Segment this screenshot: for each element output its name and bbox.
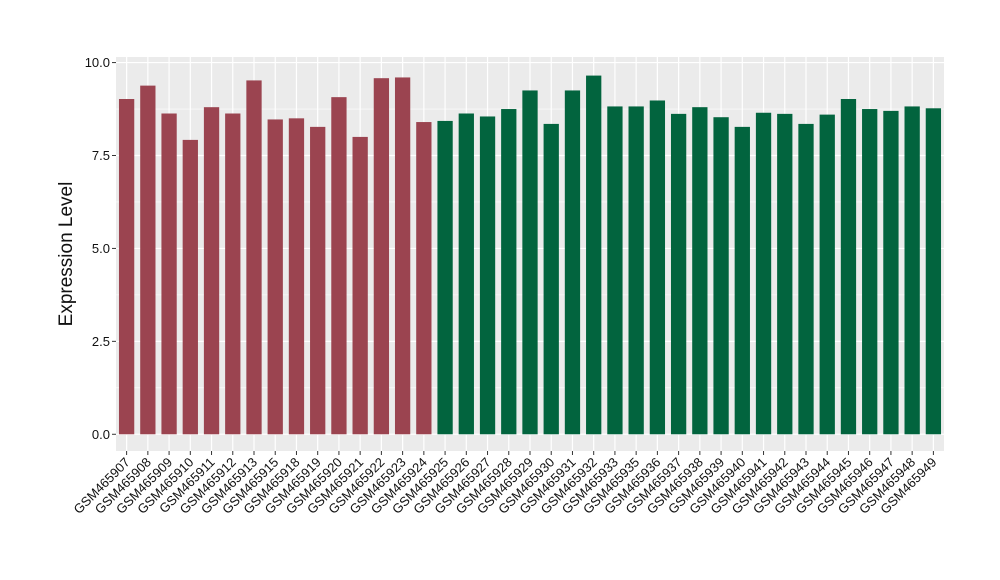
bars [118,75,942,435]
bar [331,97,347,435]
bar [288,118,305,435]
bar [586,75,602,435]
bar [225,113,241,435]
bar [352,136,368,435]
bar [310,126,326,435]
bar [862,109,878,435]
y-tick-label: 0.0 [92,427,110,442]
bar [161,113,177,435]
bar [904,106,920,435]
bar [607,106,623,435]
bar [734,126,750,435]
bar [458,113,474,435]
bar [543,123,559,435]
bar [416,122,432,435]
bar [628,106,644,435]
bar [246,80,262,435]
y-tick-label: 7.5 [92,148,110,163]
bar [267,119,283,435]
bar [777,113,793,435]
bar [203,107,220,435]
bar [649,100,666,435]
x-axis: GSM465907GSM465908GSM465909GSM465910GSM4… [71,451,940,517]
y-tick-label: 10.0 [85,55,110,70]
bar [883,110,899,435]
bar [522,90,538,435]
bar [755,112,772,435]
y-tick-label: 2.5 [92,334,110,349]
bar [479,116,496,435]
bar [564,90,581,435]
y-axis-title: Expression Level [56,182,77,327]
bar [840,99,857,435]
bar [140,85,156,435]
bar [182,139,198,435]
bar [670,113,687,435]
bar [501,109,517,435]
bar [373,78,390,435]
y-axis: 0.0 2.5 5.0 7.5 10.0 [85,55,116,442]
bar [692,107,708,435]
y-tick-label: 5.0 [92,241,110,256]
bar [713,117,729,435]
bar [394,77,411,435]
bar [798,123,814,435]
bar [819,114,835,435]
bar [437,120,453,435]
bar [925,108,942,435]
bar [118,99,135,435]
